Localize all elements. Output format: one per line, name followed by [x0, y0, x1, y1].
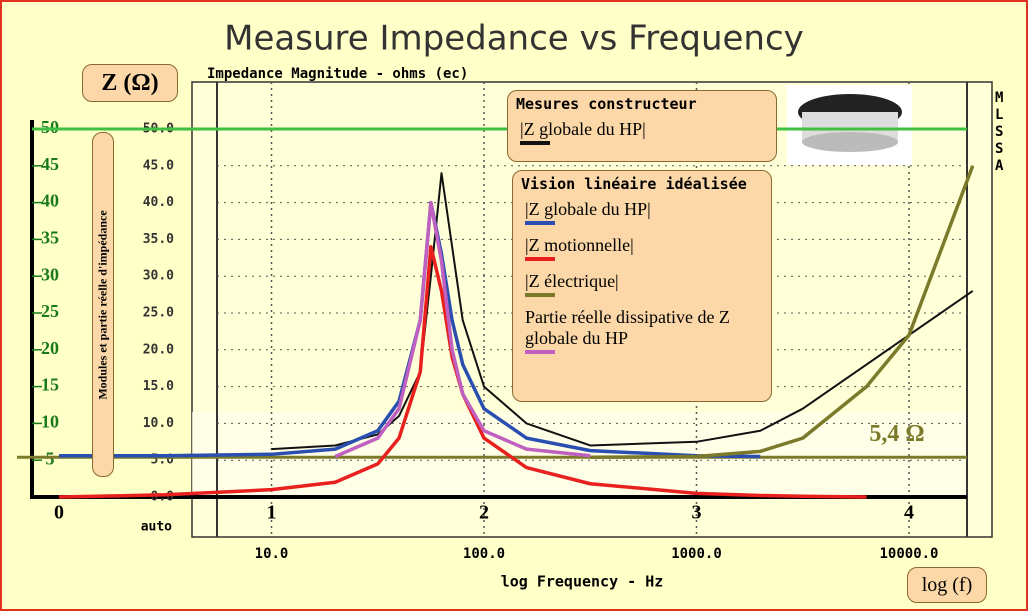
legend-box: Mesures constructeur |Z globale du HP|: [507, 90, 777, 162]
inner-y-tick-label: 30.0: [143, 269, 174, 284]
y-tick-label: 15: [41, 375, 59, 395]
inner-title: Impedance Magnitude - ohms (ec): [207, 66, 468, 82]
inner-y-tick-label: 10.0: [143, 416, 174, 431]
y-side-box: Modules et partie réelle d'impédance: [92, 132, 114, 477]
speaker-base: [802, 132, 898, 152]
legend-item: |Z globale du HP|: [521, 199, 763, 225]
inner-x-tick-label: 10.0: [255, 546, 289, 562]
y-side-label: Modules et partie réelle d'impédance: [96, 210, 111, 399]
x-tick-label: 4: [904, 502, 914, 524]
y-label: Z (Ω): [82, 64, 178, 102]
page: Measure Impedance vs Frequency Impedance…: [0, 0, 1028, 611]
legend-swatch: [525, 293, 555, 297]
y-tick-label: 40: [41, 191, 59, 211]
inner-y-tick-label: 20.0: [143, 342, 174, 357]
y-tick-label: 10: [41, 412, 59, 432]
y-tick-label: 30: [41, 264, 59, 284]
inner-x-tick-label: 10000.0: [879, 546, 938, 562]
x-tick-label: 3: [692, 502, 702, 524]
inner-x-tick-label: 100.0: [463, 546, 505, 562]
legend-swatch: [525, 257, 555, 261]
legend-item: |Z globale du HP|: [516, 119, 768, 145]
x-tick-label: 0: [54, 502, 64, 524]
legend-title: Mesures constructeur: [516, 95, 768, 113]
y-tick-label: 25: [41, 301, 59, 321]
inner-x-tick-label: 1000.0: [671, 546, 722, 562]
legend-text: |Z globale du HP|: [520, 119, 768, 140]
y-tick-label: 20: [41, 338, 59, 358]
x-tick-label: 1: [267, 502, 277, 524]
y-tick-label: 35: [41, 228, 59, 248]
inner-y-tick-label: 45.0: [143, 158, 174, 173]
inner-auto-label: auto: [141, 520, 172, 535]
x-label: log (f): [907, 567, 987, 603]
legend-swatch: [520, 141, 550, 145]
inner-x-label: log Frequency - Hz: [501, 573, 664, 591]
legend-title: Vision linéaire idéalisée: [521, 175, 763, 193]
legend-swatch: [525, 350, 555, 354]
legend-swatch: [525, 221, 555, 225]
chart-title: Measure Impedance vs Frequency: [224, 19, 804, 59]
speaker-image: [787, 85, 912, 165]
inner-y-tick-label: 0.0: [151, 490, 175, 505]
reference-label: 5,4 Ω: [869, 421, 924, 447]
x-tick-label: 2: [479, 502, 489, 524]
brand: MLSSA: [995, 90, 1003, 175]
inner-y-tick-label: 25.0: [143, 306, 174, 321]
legend-text: Partie réelle dissipative de Z globale d…: [525, 307, 763, 349]
inner-y-tick-label: 35.0: [143, 232, 174, 247]
inner-y-tick-label: 15.0: [143, 379, 174, 394]
legend-item: |Z motionnelle|: [521, 235, 763, 261]
y-tick-label: 45: [41, 154, 59, 174]
legend-text: |Z motionnelle|: [525, 235, 763, 256]
legend-text: |Z électrique|: [525, 271, 763, 292]
inner-y-tick-label: 40.0: [143, 195, 174, 210]
legend-item: |Z électrique|: [521, 271, 763, 297]
legend-box: Vision linéaire idéalisée |Z globale du H…: [512, 170, 772, 402]
legend-text: |Z globale du HP|: [525, 199, 763, 220]
legend-item: Partie réelle dissipative de Z globale d…: [521, 307, 763, 354]
y-tick-label: 50: [41, 117, 59, 137]
